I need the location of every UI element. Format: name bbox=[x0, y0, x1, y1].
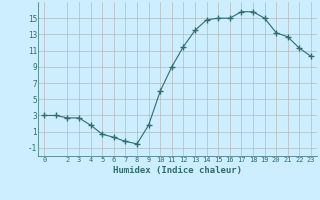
X-axis label: Humidex (Indice chaleur): Humidex (Indice chaleur) bbox=[113, 166, 242, 175]
